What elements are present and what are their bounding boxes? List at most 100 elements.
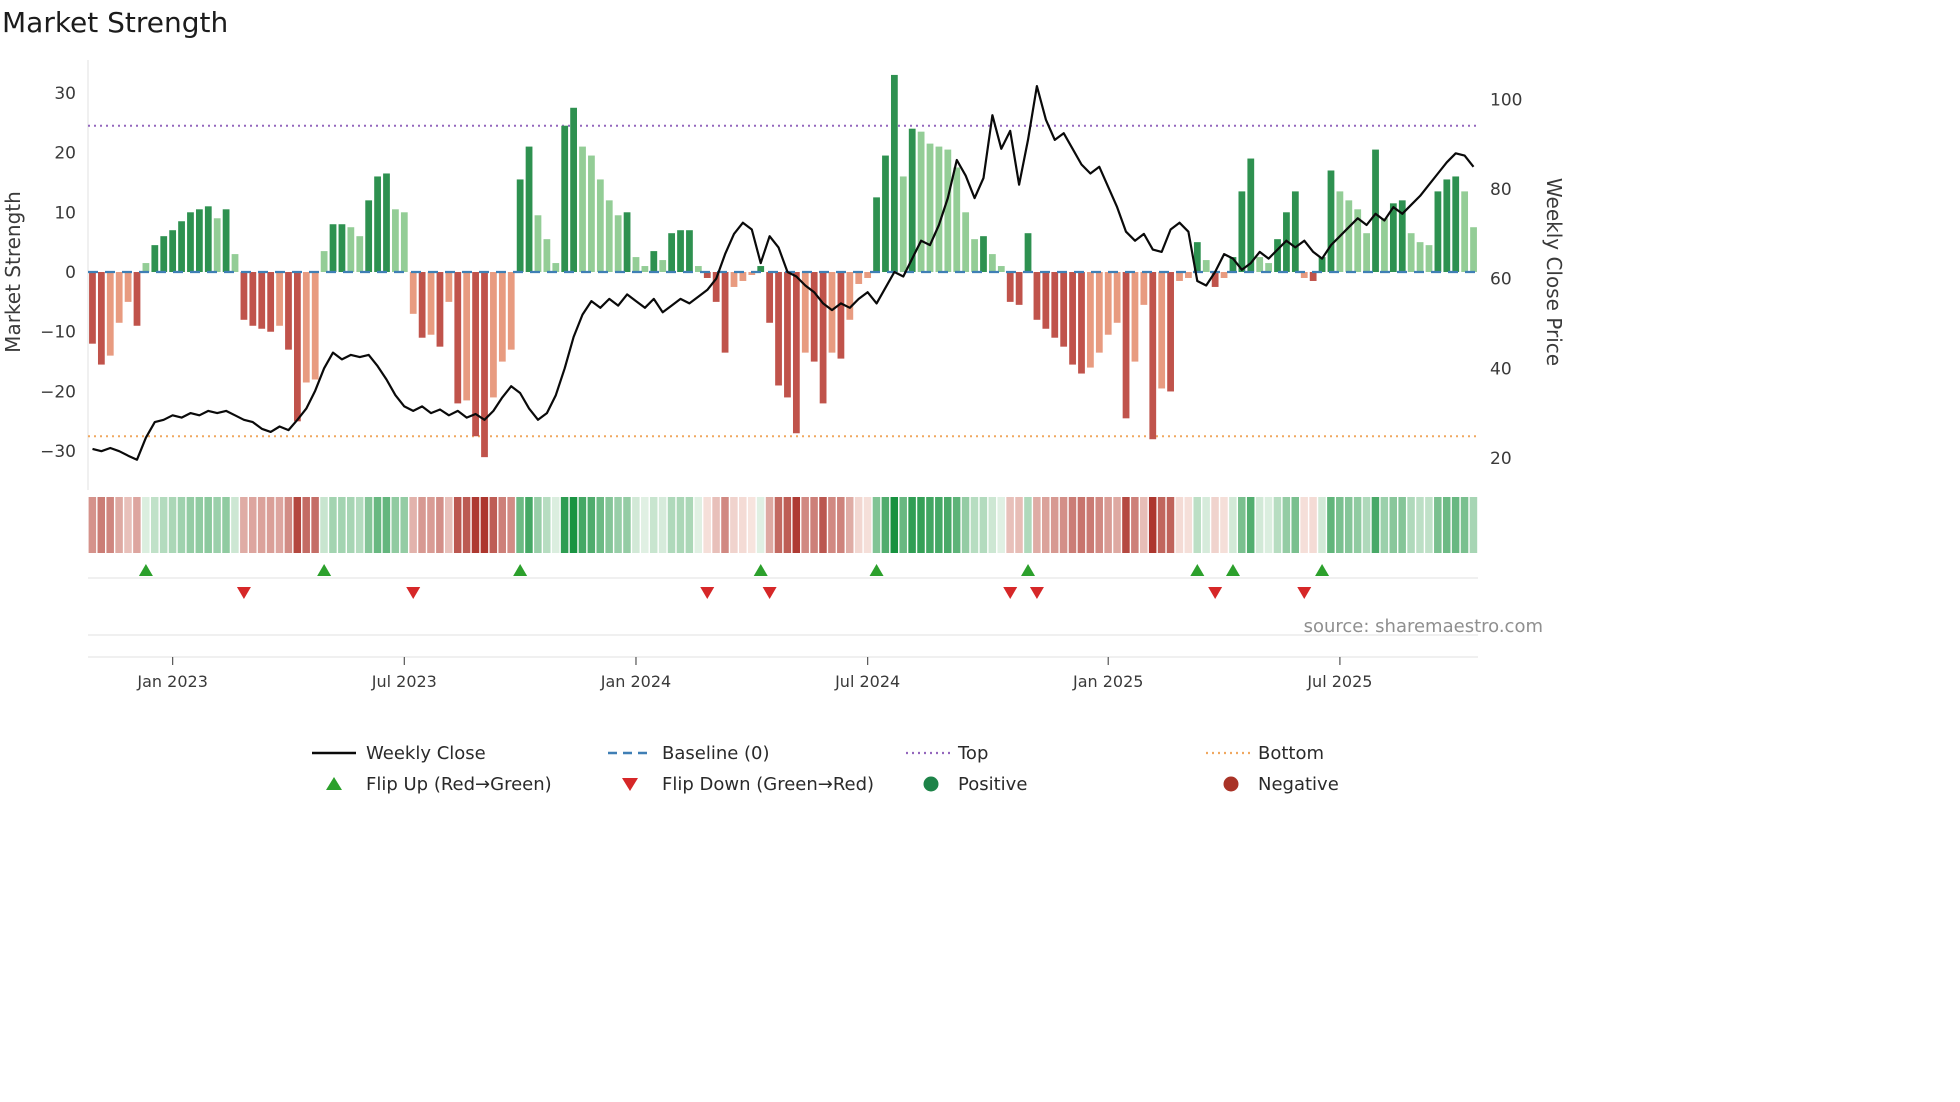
strength-bar xyxy=(106,272,114,356)
heatmap-cell xyxy=(1006,497,1014,553)
strength-bar xyxy=(1024,233,1032,273)
strength-bar xyxy=(730,272,738,287)
heatmap-cell xyxy=(632,497,640,553)
strength-bar xyxy=(623,212,631,273)
strength-bar xyxy=(1051,272,1059,338)
heatmap-cell xyxy=(970,497,979,553)
heatmap-cell xyxy=(837,497,845,553)
strength-bar xyxy=(801,272,809,353)
strength-bar xyxy=(971,239,978,273)
strength-bar xyxy=(1470,227,1477,273)
y-left-tick-label: −20 xyxy=(40,382,76,402)
heatmap-cell xyxy=(525,497,533,553)
strength-bar xyxy=(837,272,845,359)
heatmap-cell xyxy=(1131,497,1139,553)
strength-bar xyxy=(534,215,542,273)
heatmap-cell xyxy=(391,497,400,553)
heatmap-cell xyxy=(418,497,426,553)
strength-bar xyxy=(409,272,417,314)
heatmap-cell xyxy=(863,497,872,553)
strength-bar xyxy=(436,272,444,347)
heatmap-cell xyxy=(614,497,622,553)
x-tick-label: Jul 2025 xyxy=(1306,672,1372,691)
strength-bar xyxy=(1122,272,1130,419)
strength-bar xyxy=(1274,239,1281,273)
strength-bar xyxy=(1202,260,1210,273)
left-axis-label: Market Strength xyxy=(1,191,25,353)
strength-bar xyxy=(1060,272,1068,347)
strength-bar xyxy=(650,251,658,273)
heatmap-cell xyxy=(667,497,676,553)
heatmap-cell xyxy=(248,497,257,553)
strength-bar xyxy=(115,272,123,323)
strength-bar xyxy=(267,272,275,332)
strength-bar xyxy=(1309,272,1317,281)
heatmap-cell xyxy=(988,497,997,553)
heatmap-cell xyxy=(641,497,649,553)
strength-bar xyxy=(784,272,791,398)
strength-bar xyxy=(962,212,970,273)
strength-bar xyxy=(481,272,488,458)
strength-bar xyxy=(142,263,150,273)
heatmap-cell xyxy=(1344,497,1353,553)
heatmap-cell xyxy=(142,497,150,553)
strength-bar xyxy=(775,272,782,386)
heatmap-cell xyxy=(320,497,328,553)
strength-bar xyxy=(926,143,934,273)
strength-bar xyxy=(89,272,96,344)
heatmap-cell xyxy=(1157,497,1166,553)
strength-bar xyxy=(686,230,693,273)
heatmap-cell xyxy=(828,497,836,553)
heatmap-cell xyxy=(1407,497,1415,553)
strength-bar xyxy=(828,272,836,353)
heatmap-cell xyxy=(676,497,685,553)
heatmap-cell xyxy=(961,497,970,553)
strength-bar xyxy=(1033,272,1041,320)
heatmap-cell xyxy=(427,497,435,553)
heatmap-cell xyxy=(792,497,801,553)
strength-bar xyxy=(445,272,453,302)
heatmap-cell xyxy=(943,497,952,553)
heatmap-cell xyxy=(810,497,818,553)
strength-bar xyxy=(454,272,462,404)
strength-bar xyxy=(472,272,479,437)
strength-bar xyxy=(1389,203,1397,273)
strength-bar xyxy=(240,272,248,320)
legend-swatch-flip-down-triangle-icon xyxy=(622,778,638,791)
strength-bar xyxy=(204,206,212,273)
chart-title: Market Strength xyxy=(2,6,228,39)
flip-down-marker-icon xyxy=(1029,587,1044,599)
heatmap-cell xyxy=(605,497,613,553)
legend-swatch-positive-dot-icon xyxy=(923,776,939,792)
y-left-tick-label: −30 xyxy=(40,442,76,462)
heatmap-cell xyxy=(560,497,569,553)
strength-bar xyxy=(1229,257,1237,273)
strength-bar xyxy=(1363,233,1371,273)
strength-bar xyxy=(276,272,283,326)
strength-bar xyxy=(1425,245,1433,273)
strength-bar xyxy=(124,272,132,302)
weekly-close-line xyxy=(92,84,1475,461)
flip-up-marker-icon xyxy=(317,564,332,576)
heatmap-cell xyxy=(453,497,462,553)
legend-label-negative: Negative xyxy=(1258,774,1339,795)
heatmap-cell xyxy=(649,497,658,553)
heatmap-cell xyxy=(471,497,480,553)
heatmap-cell xyxy=(507,497,515,553)
heatmap-cell xyxy=(1300,497,1308,553)
heatmap-cell xyxy=(275,497,284,553)
heatmap-cell xyxy=(1122,497,1130,553)
strength-bar xyxy=(507,272,515,350)
heatmap-cell xyxy=(1104,497,1112,553)
strength-bar xyxy=(935,146,943,273)
strength-bar xyxy=(561,125,569,273)
heatmap-cell xyxy=(774,497,783,553)
heatmap-cell xyxy=(739,497,747,553)
legend-label-bottom: Bottom xyxy=(1258,743,1324,764)
heatmap-cell xyxy=(756,497,765,553)
strength-bar xyxy=(1345,200,1353,273)
flip-up-marker-icon xyxy=(1315,564,1330,576)
heatmap-cell xyxy=(1166,497,1175,553)
